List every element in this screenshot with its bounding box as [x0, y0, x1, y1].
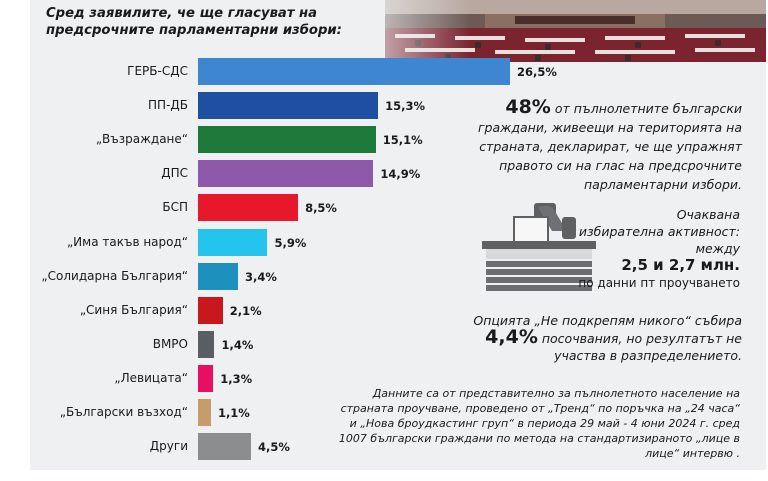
category-label: „Български възход“: [59, 405, 188, 419]
turnout-line1: Очаквана: [676, 207, 740, 222]
bar: [198, 330, 215, 358]
value-label: 4,5%: [257, 440, 290, 455]
none-option-value: 4,4%: [485, 326, 538, 348]
photo-fade: [330, 0, 470, 62]
bar: [198, 262, 239, 290]
value-label: 1,3%: [220, 371, 253, 386]
category-label: „Левицата“: [114, 370, 188, 385]
category-label: БСП: [162, 200, 188, 215]
category-label: „Има такъв народ“: [66, 234, 188, 249]
chart-title: Сред заявилите, че ще гласуват на предср…: [46, 6, 342, 38]
category-label: Други: [149, 439, 188, 454]
bar: [198, 58, 510, 85]
ballot-box-icon: [478, 203, 600, 297]
category-label: ДПС: [161, 166, 188, 181]
category-label: ВМРО: [152, 336, 188, 351]
turnout-source: по данни пт проучването: [578, 276, 740, 290]
stat-48-text: от пълнолетните български граждани, живе…: [477, 101, 742, 192]
stat-48-block: 48% от пълнолетните български граждани, …: [470, 98, 742, 194]
value-label: 14,9%: [380, 167, 421, 182]
turnout-line2: избирателна активност:: [578, 224, 740, 239]
turnout-line3: между: [695, 241, 740, 256]
value-label: 15,1%: [382, 133, 423, 148]
value-label: 26,5%: [517, 65, 557, 79]
bar: [198, 228, 268, 256]
stat-48-value: 48%: [505, 96, 551, 118]
bar: [198, 194, 299, 222]
value-label: 3,4%: [245, 269, 277, 284]
value-label: 1,1%: [217, 406, 250, 420]
bar: [198, 126, 376, 154]
value-label: 15,3%: [385, 99, 426, 114]
value-label: 5,9%: [274, 235, 307, 250]
none-option-block: 4,4% посочвания, но резултатът не участв…: [470, 326, 742, 364]
category-label: „Солидарна България“: [41, 268, 188, 283]
bar: [198, 160, 374, 188]
value-label: 2,1%: [229, 303, 262, 318]
category-label: ГЕРБ-СДС: [127, 64, 188, 78]
bar: [198, 399, 211, 426]
none-option-text: посочвания, но резултатът не участва в р…: [541, 331, 742, 363]
value-label: 1,4%: [221, 337, 254, 352]
value-label: 8,5%: [305, 201, 337, 216]
bar: [198, 364, 214, 392]
category-label: ПП-ДБ: [148, 98, 188, 113]
bar: [198, 296, 223, 324]
footnote: Данните са от представително за пълнолет…: [338, 387, 740, 460]
turnout-range: 2,5 и 2,7 млн.: [621, 256, 740, 274]
turnout-block: Очаквана избирателна активност: между: [560, 206, 740, 257]
category-label: „Възраждане“: [95, 132, 188, 147]
none-option-line1: Опцията „Не подкрепям никого“ събира: [473, 313, 742, 328]
bar: [198, 92, 379, 120]
bar: [198, 433, 251, 461]
category-label: „Синя България“: [79, 302, 188, 317]
